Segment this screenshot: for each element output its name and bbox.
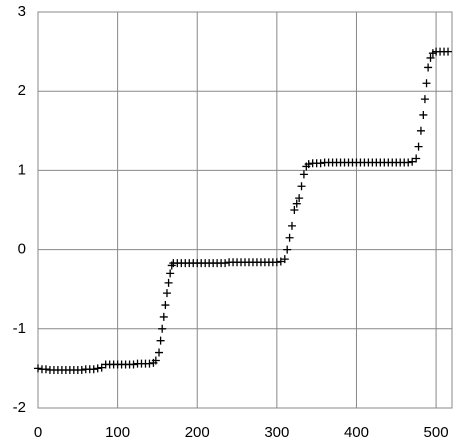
marker [158, 324, 167, 333]
marker [412, 154, 421, 163]
x-tick-label: 500 [424, 424, 449, 441]
marker [292, 199, 301, 208]
marker [162, 289, 171, 298]
y-tick-label: 1 [18, 161, 26, 178]
y-tick-label: -1 [13, 320, 26, 337]
marker [89, 365, 98, 374]
marker [426, 53, 435, 62]
marker [419, 110, 428, 119]
x-tick-label: 200 [185, 424, 210, 441]
marker [159, 312, 168, 321]
marker [34, 364, 42, 373]
marker [93, 364, 102, 373]
marker [444, 47, 453, 56]
y-tick-label: 0 [18, 241, 26, 258]
marker [416, 126, 425, 135]
marker [422, 79, 431, 88]
marker [161, 301, 170, 310]
marker [304, 160, 313, 169]
marker [151, 356, 160, 365]
marker [41, 365, 50, 374]
marker [283, 245, 292, 254]
marker [404, 158, 413, 167]
marker [290, 206, 299, 214]
x-tick-label: 100 [105, 424, 130, 441]
marker [424, 63, 433, 72]
marker [280, 255, 289, 264]
marker [287, 221, 296, 230]
y-tick-label: 2 [18, 82, 26, 99]
marker [420, 95, 429, 104]
plot-border [37, 11, 453, 409]
x-tick-label: 0 [34, 424, 42, 441]
marker [155, 348, 164, 357]
marker [156, 336, 165, 345]
marker [77, 365, 86, 374]
marker [295, 194, 304, 203]
x-tick-label: 400 [344, 424, 369, 441]
marker [164, 278, 173, 287]
marker [166, 269, 175, 278]
marker [299, 170, 308, 179]
marker [129, 360, 138, 369]
x-tick-label: 300 [264, 424, 289, 441]
marker [145, 359, 154, 368]
marker [272, 258, 281, 267]
marker [414, 142, 423, 151]
marker [297, 182, 306, 191]
marker [285, 233, 294, 242]
y-tick-label: 3 [18, 3, 26, 20]
marker [221, 259, 230, 268]
y-tick-label: -2 [13, 399, 26, 416]
marker [316, 159, 325, 168]
